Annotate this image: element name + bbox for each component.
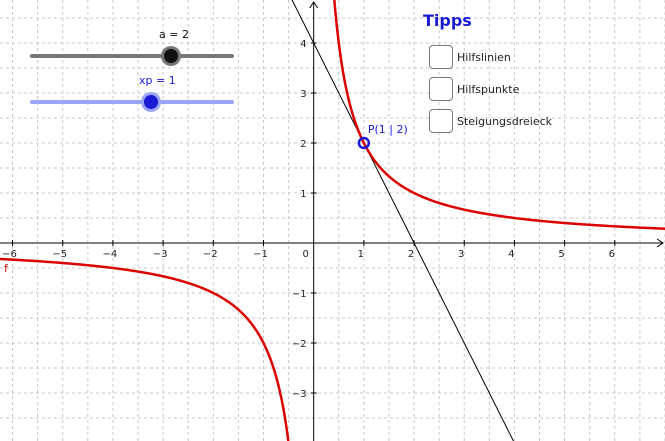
x-tick-label: −4 xyxy=(103,249,118,260)
x-tick-label: −3 xyxy=(153,249,168,260)
tip-label-steigungsdreieck: Steigungsdreieck xyxy=(457,114,553,128)
tangent-line xyxy=(291,0,514,441)
x-tick-label: −2 xyxy=(203,249,218,260)
x-tick-label: 3 xyxy=(458,249,464,260)
tip-label-hilfspunkte: Hilfspunkte xyxy=(457,82,520,96)
point-p-label: P(1 | 2) xyxy=(368,123,408,136)
slider-xp-knob[interactable] xyxy=(144,95,158,109)
y-tick-label: 3 xyxy=(300,89,306,100)
function-label-f: f xyxy=(4,262,9,275)
tip-hilfspunkte[interactable]: Hilfspunkte xyxy=(429,76,519,102)
x-tick-label: 1 xyxy=(358,249,364,260)
x-axis-arrow xyxy=(656,238,664,248)
checkbox-hilfslinien[interactable] xyxy=(429,45,453,69)
x-tick-label: 6 xyxy=(609,249,615,260)
tip-label-hilfslinien: Hilfslinien xyxy=(457,50,511,64)
checkbox-steigungsdreieck[interactable] xyxy=(429,109,453,133)
x-tick-label: −1 xyxy=(253,249,268,260)
tip-steigungsdreieck[interactable]: Steigungsdreieck xyxy=(429,108,552,134)
x-tick-label: −5 xyxy=(52,249,67,260)
slider-xp-label: xp = 1 xyxy=(139,74,176,87)
y-tick-label: 2 xyxy=(300,139,306,150)
y-axis-arrow xyxy=(309,1,319,9)
x-tick-label: 5 xyxy=(558,249,564,260)
point-p xyxy=(357,136,371,150)
x-tick-label: 4 xyxy=(508,249,514,260)
slider-xp-track[interactable] xyxy=(30,100,234,104)
y-tick-label: 1 xyxy=(300,189,306,200)
slider-a-knob[interactable] xyxy=(164,49,178,63)
y-tick-label: −1 xyxy=(292,289,307,300)
checkbox-hilfspunkte[interactable] xyxy=(429,77,453,101)
x-tick-label: −6 xyxy=(2,249,17,260)
graph-f-left-branch xyxy=(0,257,290,441)
y-tick-label: −2 xyxy=(292,339,307,350)
graph-f-right-branch xyxy=(333,0,665,230)
y-tick-label: 4 xyxy=(300,39,306,50)
tip-hilfslinien[interactable]: Hilfslinien xyxy=(429,44,511,70)
x-tick-label: 0 xyxy=(302,249,308,260)
y-tick-label: −3 xyxy=(292,389,307,400)
x-tick-label: 2 xyxy=(408,249,414,260)
slider-a-label: a = 2 xyxy=(159,28,189,41)
tips-title: Tipps xyxy=(423,11,472,30)
slider-a-track[interactable] xyxy=(30,54,234,58)
